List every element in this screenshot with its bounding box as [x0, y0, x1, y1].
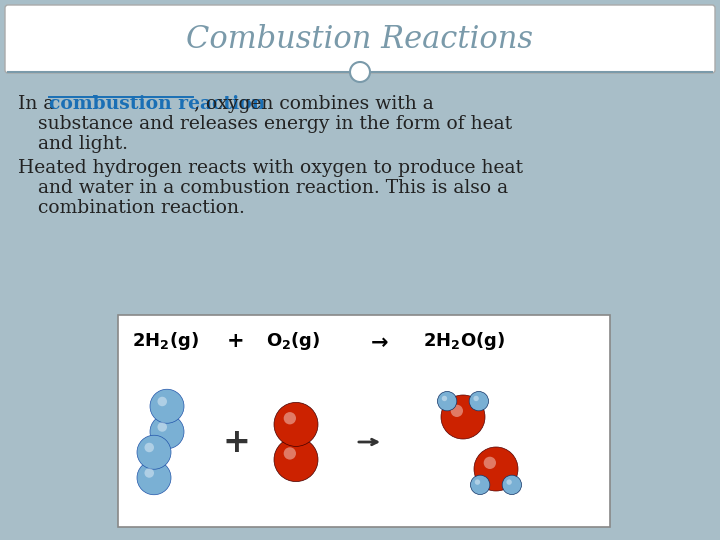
- Circle shape: [150, 415, 184, 449]
- Circle shape: [284, 447, 296, 460]
- FancyBboxPatch shape: [118, 315, 610, 527]
- Circle shape: [350, 62, 370, 82]
- FancyBboxPatch shape: [5, 5, 715, 73]
- Text: combustion reaction: combustion reaction: [49, 95, 266, 113]
- Circle shape: [502, 475, 521, 495]
- Circle shape: [284, 412, 296, 424]
- Circle shape: [145, 443, 154, 453]
- Circle shape: [474, 447, 518, 491]
- Circle shape: [150, 389, 184, 423]
- Text: In a: In a: [18, 95, 60, 113]
- Text: combination reaction.: combination reaction.: [38, 199, 245, 217]
- Circle shape: [441, 395, 485, 439]
- Text: Combustion Reactions: Combustion Reactions: [186, 24, 534, 55]
- Circle shape: [137, 435, 171, 469]
- Circle shape: [442, 396, 447, 401]
- Circle shape: [274, 402, 318, 447]
- Circle shape: [506, 480, 512, 485]
- Text: Heated hydrogen reacts with oxygen to produce heat: Heated hydrogen reacts with oxygen to pr…: [18, 159, 523, 177]
- Circle shape: [469, 392, 488, 411]
- Text: $\mathbf{2H_2(g)}$: $\mathbf{2H_2(g)}$: [132, 330, 199, 352]
- Text: , oxygen combines with a: , oxygen combines with a: [194, 95, 433, 113]
- Circle shape: [451, 404, 463, 417]
- Circle shape: [158, 397, 167, 406]
- Text: $\mathbf{2H_2O(g)}$: $\mathbf{2H_2O(g)}$: [423, 330, 505, 352]
- Text: substance and releases energy in the form of heat: substance and releases energy in the for…: [38, 115, 512, 133]
- Circle shape: [145, 468, 154, 478]
- Circle shape: [137, 461, 171, 495]
- Circle shape: [470, 475, 490, 495]
- Circle shape: [158, 422, 167, 432]
- Circle shape: [474, 480, 480, 485]
- Text: $\mathbf{\rightarrow}$: $\mathbf{\rightarrow}$: [366, 331, 389, 351]
- Text: $\mathbf{O_2(g)}$: $\mathbf{O_2(g)}$: [266, 330, 320, 352]
- Text: and light.: and light.: [38, 135, 128, 153]
- Circle shape: [474, 396, 479, 401]
- Text: and water in a combustion reaction. This is also a: and water in a combustion reaction. This…: [38, 179, 508, 197]
- Circle shape: [274, 437, 318, 482]
- Circle shape: [484, 457, 496, 469]
- Text: $\mathbf{+}$: $\mathbf{+}$: [226, 331, 243, 351]
- Circle shape: [438, 392, 457, 411]
- Text: +: +: [222, 426, 250, 458]
